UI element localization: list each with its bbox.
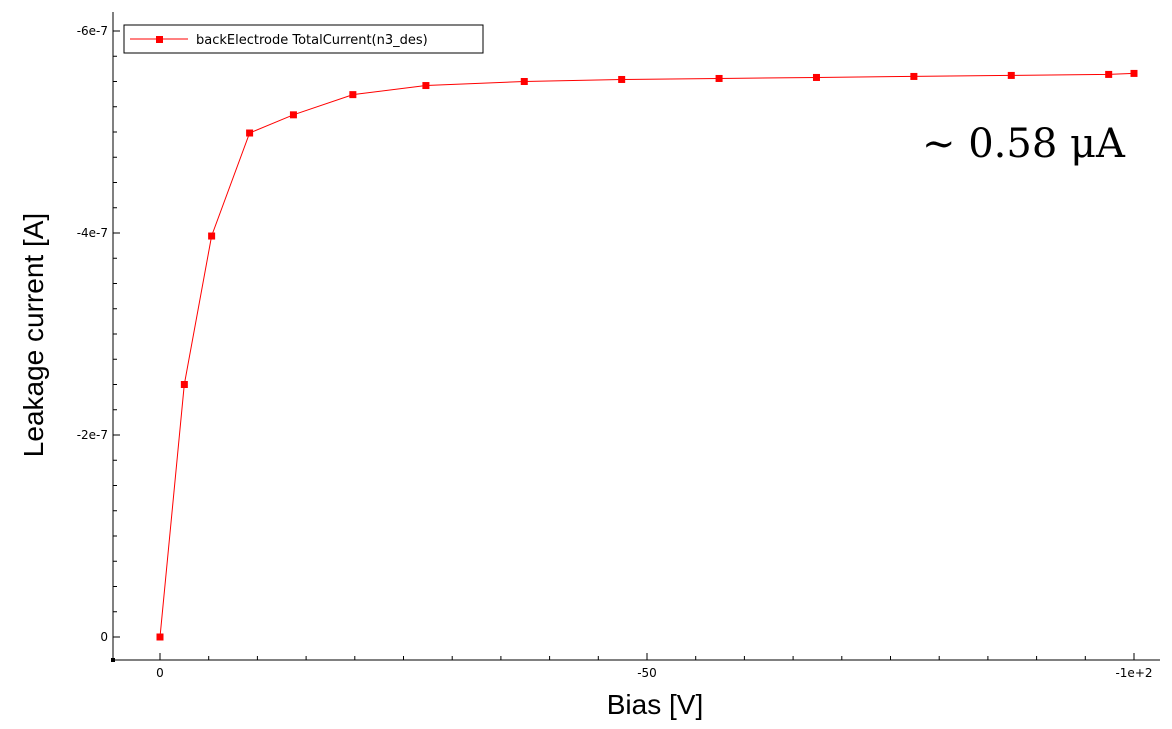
data-point (246, 129, 254, 137)
data-point (289, 111, 297, 119)
y-tick-label: -4e-7 (77, 226, 108, 240)
y-tick-label: -2e-7 (77, 428, 108, 442)
data-point (715, 74, 723, 82)
legend: backElectrode TotalCurrent(n3_des) (123, 24, 484, 54)
series-group (156, 69, 1138, 641)
current-annotation: ∼ 0.58 μA (922, 121, 1126, 167)
data-point (1130, 69, 1138, 77)
x-ticks: 0 -50 -1e+2 (111, 653, 1153, 680)
data-point (520, 78, 528, 85)
x-tick-label: -50 (637, 666, 657, 680)
data-point (910, 72, 918, 80)
x-tick-label: 0 (156, 666, 164, 680)
x-tick-label: -1e+2 (1115, 666, 1152, 680)
data-point (180, 381, 188, 388)
legend-marker (156, 36, 163, 43)
data-point (1105, 70, 1113, 78)
data-point (349, 91, 357, 99)
y-ticks: 0 -2e-7 -4e-7 -6e-7 (77, 24, 120, 644)
y-axis-title: Leakage current [A] (18, 213, 49, 457)
data-point (156, 633, 164, 641)
x-axis-title: Bias [V] (607, 689, 703, 720)
y-tick-label: -6e-7 (77, 24, 108, 38)
axes: 0 -2e-7 -4e-7 -6e-7 0 -50 -1e+2 (77, 12, 1160, 680)
y-tick-label: 0 (100, 630, 108, 644)
data-point (1007, 71, 1015, 79)
data-point (208, 232, 216, 240)
data-point (812, 73, 820, 81)
legend-label: backElectrode TotalCurrent(n3_des) (196, 33, 428, 48)
data-point (618, 75, 626, 83)
axis-corner-marker (111, 658, 115, 662)
data-point (422, 82, 430, 90)
